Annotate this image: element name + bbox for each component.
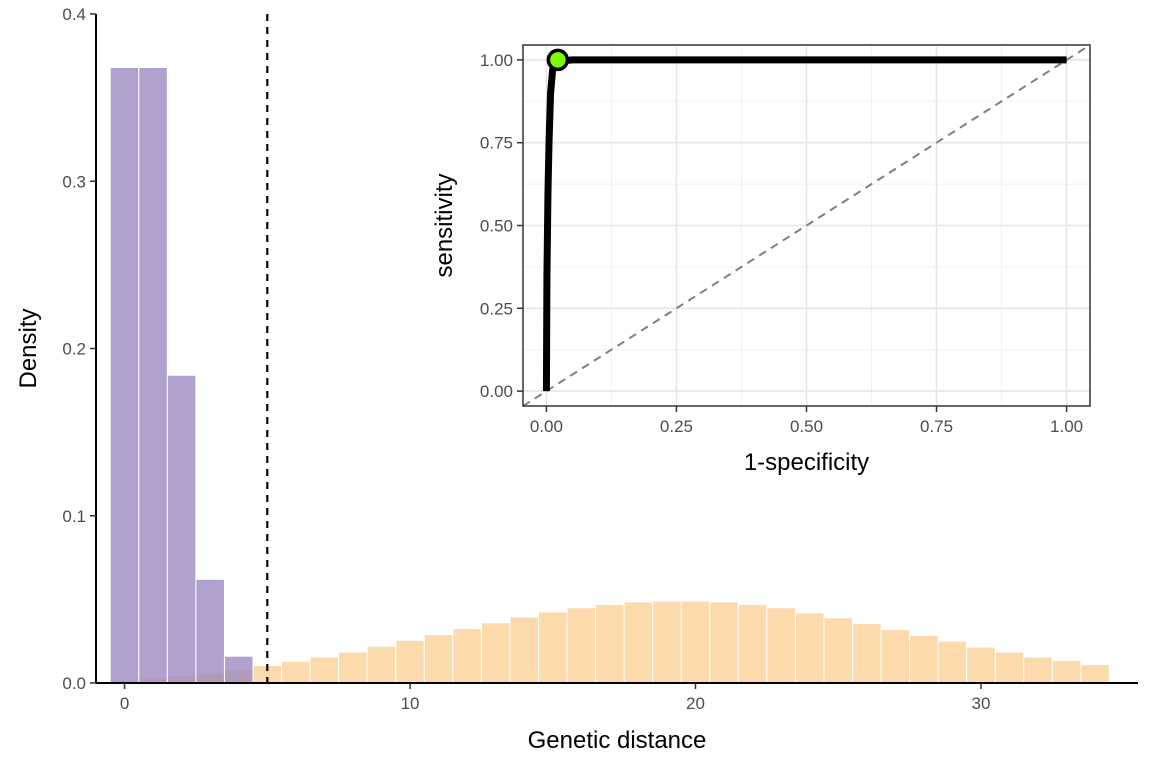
histogram-bar	[652, 600, 682, 684]
histogram-bar	[623, 601, 654, 684]
histogram-bar	[766, 607, 796, 684]
histogram-bar	[309, 656, 340, 684]
y-tick-label: 0.3	[62, 172, 86, 191]
histogram-bar	[880, 628, 911, 684]
histogram-bar	[395, 639, 425, 684]
histogram-series-1	[109, 67, 254, 684]
histogram-bar	[1023, 656, 1053, 684]
histogram-bar	[138, 67, 168, 684]
histogram-bar	[709, 601, 739, 684]
inset-x-tick-label: 0.00	[530, 417, 563, 436]
x-tick-label: 10	[401, 694, 420, 713]
histogram-bar	[966, 646, 996, 684]
x-tick-label: 30	[972, 694, 991, 713]
inset-x-tick-label: 0.75	[920, 417, 953, 436]
y-tick-label: 0.2	[62, 340, 86, 359]
inset-y-axis-title: sensitivity	[431, 173, 458, 277]
y-tick-label: 0.0	[62, 674, 86, 693]
histogram-bar	[737, 603, 768, 684]
histogram-bar	[909, 634, 939, 684]
histogram-bar	[338, 651, 368, 684]
histogram-bar	[223, 655, 254, 684]
inset-y-tick-label: 1.00	[480, 51, 513, 70]
inset-x-tick-label: 0.50	[790, 417, 823, 436]
inset-x-tick-label: 0.25	[660, 417, 693, 436]
histogram-bar	[166, 374, 197, 684]
y-axis-title: Density	[15, 308, 42, 388]
histogram-bar	[823, 617, 854, 684]
roc-reference-line	[522, 44, 1091, 407]
y-tick-label: 0.4	[62, 5, 86, 24]
inset-x-axis-title: 1-specificity	[744, 449, 869, 476]
histogram-bar	[195, 578, 225, 684]
inset-y-tick-label: 0.75	[480, 134, 513, 153]
inset-y-tick-label: 0.25	[480, 299, 513, 318]
histogram-bar	[452, 628, 482, 684]
histogram-bar	[423, 633, 454, 684]
histogram-bar	[537, 611, 568, 684]
histogram-bar	[852, 623, 882, 684]
histogram-bar	[1051, 659, 1082, 684]
x-tick-label: 20	[686, 694, 705, 713]
histogram-bar	[994, 651, 1025, 684]
roc-inset-panel: 0.00 0.25 0.50 0.75 1.00 0.00 0.25 0.50 0.75 1.00…	[431, 44, 1091, 476]
x-tick-label: 0	[120, 694, 129, 713]
histogram-bar	[281, 660, 311, 684]
histogram-bar	[680, 600, 711, 684]
histogram-bar	[794, 612, 825, 684]
histogram-bar	[937, 640, 968, 684]
y-tick-label: 0.1	[62, 507, 86, 526]
histogram-bar	[109, 67, 140, 684]
histogram-panel: 0 10 20 30 0.0 0.1 0.2 0.3 0.4 Genetic distance De…	[15, 5, 1138, 754]
histogram-bar	[480, 622, 511, 684]
roc-optimal-point	[546, 48, 570, 72]
inset-y-tick-label: 0.00	[480, 382, 513, 401]
histogram-bar	[1080, 664, 1110, 684]
x-axis-title: Genetic distance	[528, 727, 707, 754]
histogram-bar	[366, 645, 397, 684]
histogram-bar	[509, 616, 539, 684]
inset-y-tick-label: 0.50	[480, 217, 513, 236]
inset-x-tick-label: 1.00	[1050, 417, 1083, 436]
histogram-bar	[595, 603, 625, 684]
histogram-bar	[566, 607, 597, 684]
histogram-series-0	[109, 600, 1110, 684]
